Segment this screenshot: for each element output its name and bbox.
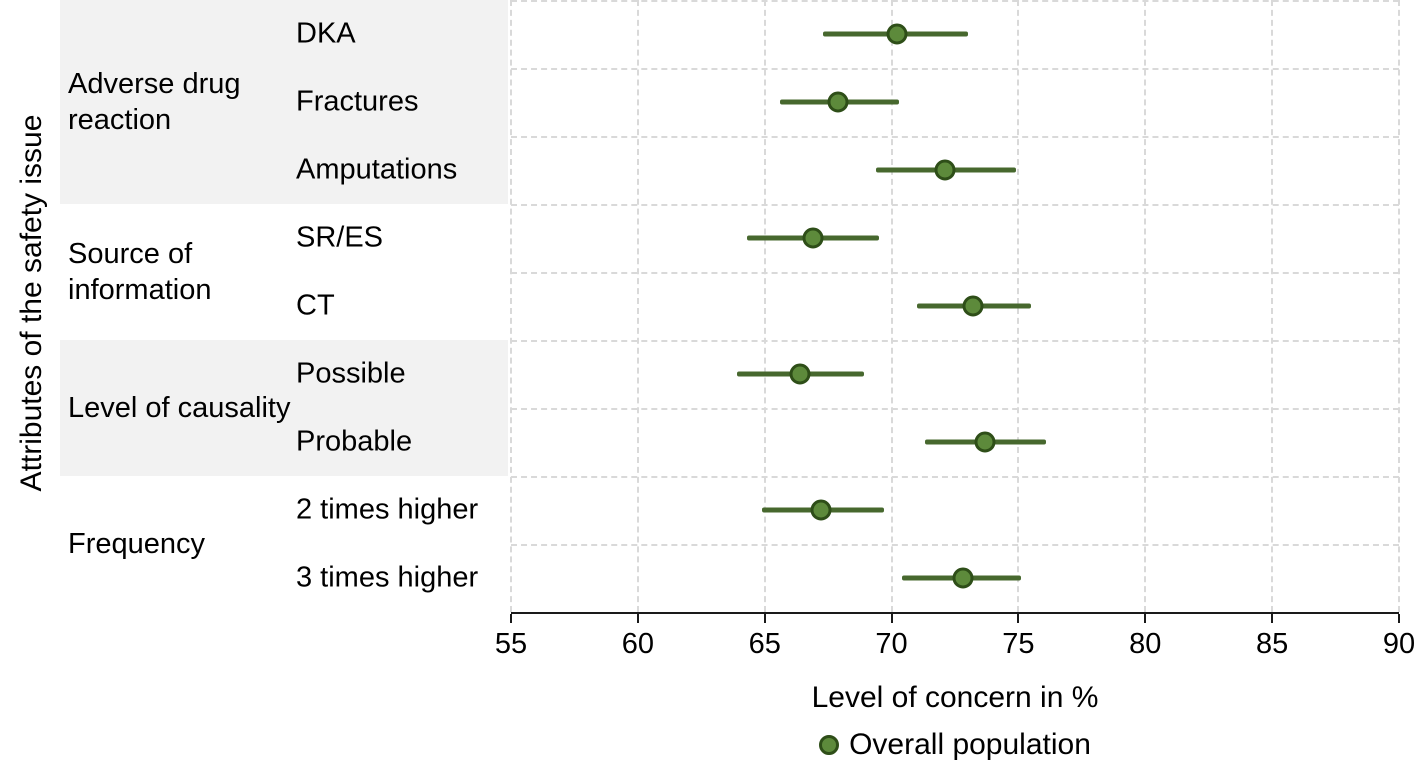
axis-tick	[1271, 614, 1274, 623]
group-label: Level of causality	[68, 391, 291, 424]
legend-marker-icon	[819, 735, 840, 755]
axis-tick	[890, 614, 893, 623]
item-label: Possible	[296, 357, 406, 390]
axis-tick	[1398, 614, 1400, 623]
vertical-gridline	[1271, 0, 1274, 612]
axis-tick-label: 55	[494, 628, 528, 660]
group-band	[60, 340, 508, 476]
vertical-gridline	[1398, 0, 1400, 612]
item-label: 3 times higher	[296, 561, 479, 594]
axis-tick	[1017, 614, 1020, 623]
data-point	[934, 159, 956, 181]
vertical-gridline	[890, 0, 893, 612]
horizontal-gridline	[511, 340, 1399, 342]
axis-tick	[510, 614, 512, 623]
x-axis: 55 60 65 70 75 80 85 90	[495, 614, 1415, 674]
data-point	[789, 363, 811, 385]
data-point	[802, 227, 824, 249]
horizontal-gridline	[511, 408, 1399, 410]
horizontal-gridline	[511, 272, 1399, 274]
item-label: Amputations	[296, 153, 458, 186]
axis-tick-label: 80	[1129, 628, 1162, 660]
group-band	[60, 0, 508, 204]
axis-tick-label: 75	[1002, 628, 1035, 660]
axis-tick-label: 65	[748, 628, 781, 660]
plot-area	[510, 0, 1400, 614]
axis-tick-label: 60	[621, 628, 654, 660]
axis-tick	[1144, 614, 1147, 623]
axis-tick	[636, 614, 639, 623]
axis-tick	[763, 614, 766, 623]
data-point	[810, 499, 832, 521]
item-label: Fractures	[296, 85, 419, 118]
x-axis-title: Level of concern in %	[811, 681, 1099, 714]
item-label: 2 times higher	[296, 493, 479, 526]
vertical-gridline	[1144, 0, 1147, 612]
axis-tick-label: 90	[1382, 628, 1416, 660]
vertical-gridline	[510, 0, 512, 612]
item-label: DKA	[296, 17, 356, 50]
horizontal-gridline	[511, 136, 1399, 138]
data-point	[827, 91, 849, 113]
horizontal-gridline	[511, 476, 1399, 478]
horizontal-gridline	[511, 204, 1399, 206]
legend: Overall population	[511, 728, 1399, 762]
axis-tick-label: 70	[875, 628, 908, 660]
vertical-gridline	[636, 0, 639, 612]
horizontal-gridline	[511, 0, 1399, 2]
item-label: Probable	[296, 425, 413, 458]
group-label: Adverse drug reaction	[68, 67, 241, 136]
horizontal-gridline	[511, 68, 1399, 70]
data-point	[974, 431, 996, 453]
group-label: Frequency	[68, 527, 206, 560]
legend-label: Overall population	[849, 728, 1091, 761]
horizontal-gridline	[511, 544, 1399, 546]
axis-tick-label: 85	[1256, 628, 1289, 660]
y-axis-title: Attributes of the safety issue	[15, 114, 48, 492]
vertical-gridline	[763, 0, 766, 612]
item-label: SR/ES	[296, 221, 384, 254]
data-point	[886, 23, 908, 45]
item-label: CT	[296, 289, 335, 322]
data-point	[952, 567, 974, 589]
data-point	[962, 295, 984, 317]
group-label: Source of information	[68, 237, 212, 306]
